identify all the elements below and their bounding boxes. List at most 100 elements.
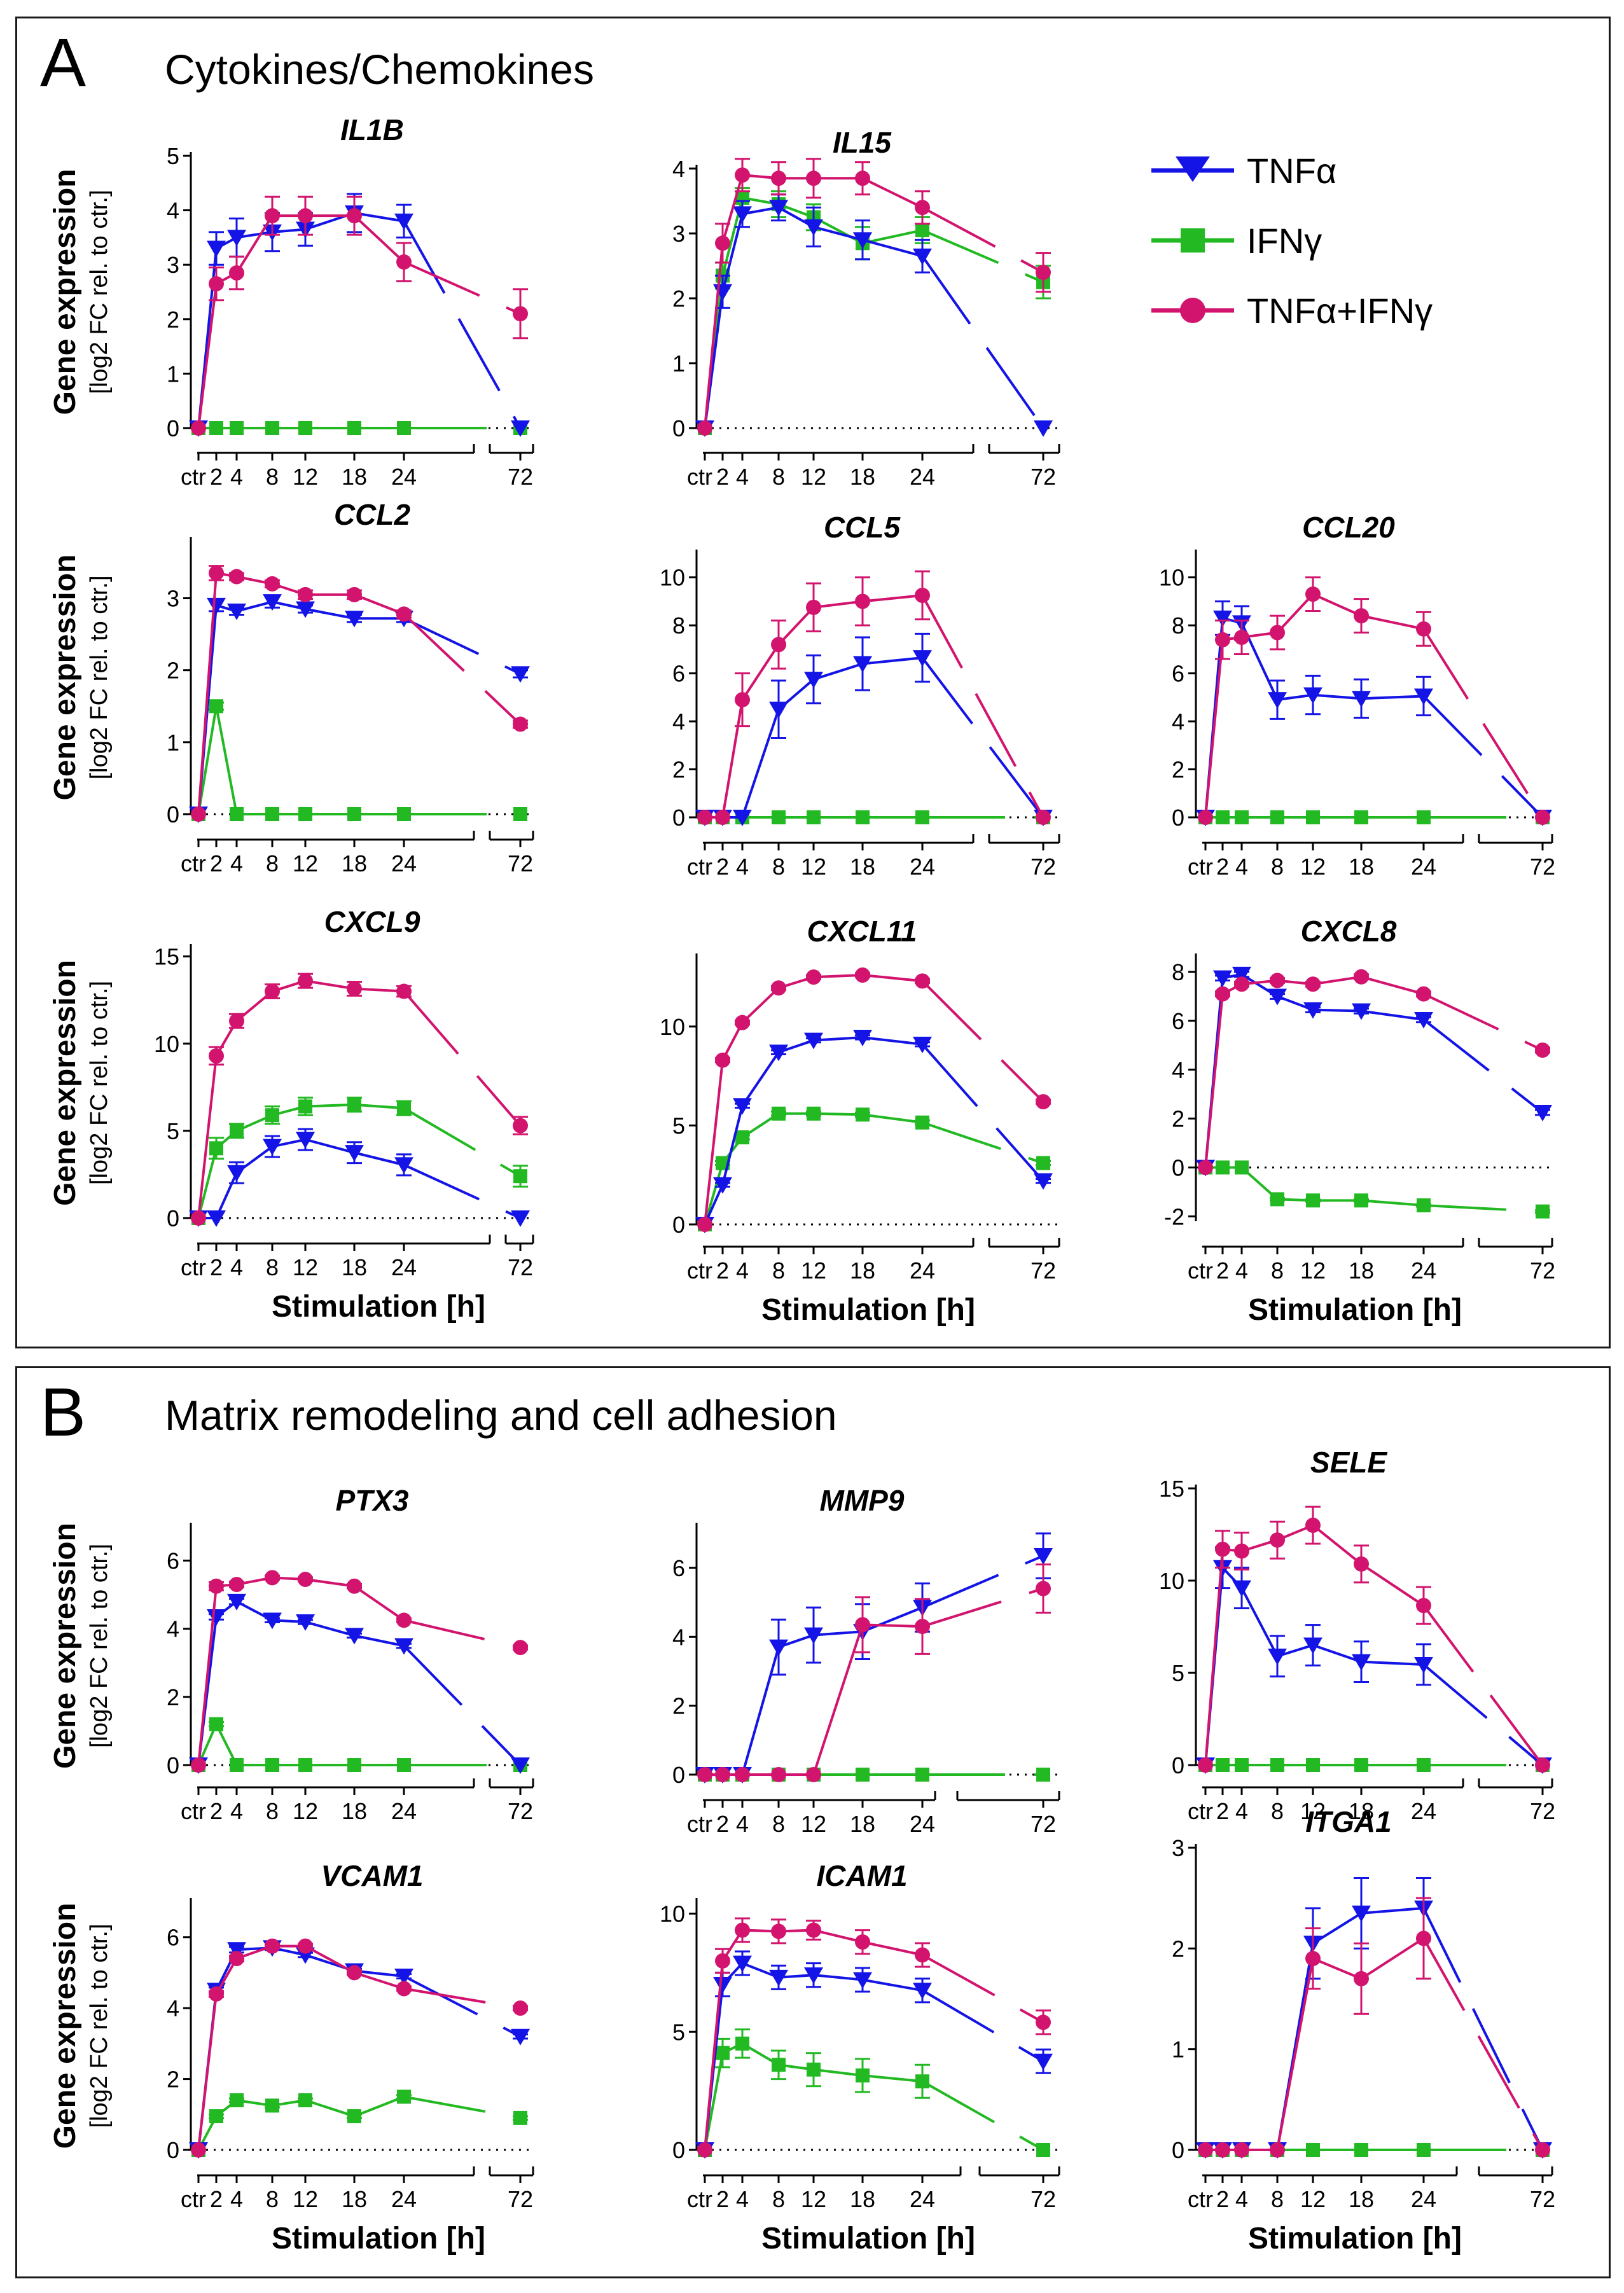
series-line-break — [403, 990, 522, 1126]
data-point — [347, 1097, 361, 1112]
data-point — [697, 1767, 712, 1782]
data-point — [804, 219, 823, 236]
series-ifng — [191, 2089, 528, 2157]
data-point — [1270, 2142, 1285, 2158]
data-point — [397, 421, 411, 435]
y-tick-label: 15 — [1159, 1476, 1184, 1502]
data-point — [1414, 1656, 1433, 1673]
data-point — [713, 1177, 732, 1194]
series-combo — [191, 195, 528, 436]
y-tick-label: 4 — [672, 709, 685, 735]
x-tick-label: 4 — [1235, 854, 1248, 880]
data-point — [1303, 1637, 1322, 1654]
data-point — [1034, 2053, 1053, 2070]
data-point — [915, 973, 930, 989]
data-point — [735, 1767, 750, 1782]
data-point — [733, 1098, 752, 1115]
series-tnfa — [189, 193, 530, 437]
data-point — [1268, 988, 1287, 1006]
y-tick-label: 4 — [167, 1995, 179, 2021]
data-point — [716, 2046, 730, 2060]
data-point — [209, 1048, 224, 1063]
legend: TNFα IFNγ TNFα+IFNγ — [1145, 146, 1501, 356]
chart-title: CCL5 — [824, 511, 901, 544]
data-point — [697, 1217, 712, 1232]
y-tick-label: 0 — [672, 1212, 685, 1238]
data-point — [735, 1015, 750, 1030]
x-tick-label: 4 — [1235, 2186, 1248, 2212]
x-tick-label: 2 — [716, 1257, 729, 1284]
data-point — [1268, 692, 1287, 709]
x-tick-label: ctr — [181, 2186, 206, 2212]
data-point — [513, 716, 528, 732]
data-point — [1234, 976, 1249, 992]
y-tick-label: 0 — [672, 2137, 685, 2163]
series-line-break — [921, 656, 1044, 819]
x-tick-label: 2 — [210, 2186, 223, 2212]
data-point — [230, 1123, 244, 1138]
data-point — [1234, 2142, 1249, 2158]
data-point — [298, 1938, 313, 1954]
data-point — [298, 807, 312, 821]
data-point — [1417, 2143, 1431, 2157]
y-tick-label: 10 — [1159, 565, 1184, 591]
data-point — [1235, 1160, 1249, 1175]
data-point — [1034, 1173, 1053, 1190]
data-point — [806, 170, 821, 186]
x-tick-label: 2 — [1216, 1798, 1229, 1824]
y-tick-label: 4 — [1172, 1057, 1184, 1083]
series-combo — [1198, 1897, 1550, 2158]
x-axis-label: Stimulation [h] — [272, 2222, 485, 2255]
panel-a-title: Cytokines/Chemokines — [165, 46, 594, 93]
series-tnfa — [189, 1593, 530, 1774]
x-tick-label: 24 — [910, 1257, 935, 1284]
data-point — [263, 1139, 282, 1156]
data-point — [347, 1965, 362, 1981]
chart-title: IL15 — [833, 126, 892, 159]
x-tick-label: 12 — [801, 1811, 826, 1837]
y-tick-label: 10 — [660, 1014, 685, 1040]
x-tick-label: 72 — [508, 2186, 533, 2212]
data-point — [1305, 586, 1321, 602]
series-line — [197, 600, 404, 815]
x-tick-label: 18 — [342, 850, 367, 876]
x-tick-label: 12 — [801, 1257, 826, 1284]
data-point — [1416, 621, 1431, 637]
y-tick-label: 4 — [167, 198, 179, 224]
chart-title: CXCL8 — [1301, 915, 1397, 948]
data-point — [1414, 688, 1433, 705]
data-point — [806, 1767, 821, 1782]
x-tick-label: 8 — [266, 464, 279, 490]
data-point — [1036, 1094, 1051, 1110]
data-point — [1215, 632, 1230, 648]
chart-title: MMP9 — [820, 1484, 905, 1517]
y-tick-label: 0 — [167, 415, 179, 441]
data-point — [296, 1132, 315, 1149]
x-tick-label: 72 — [1031, 464, 1056, 490]
data-point — [856, 810, 870, 824]
data-point — [1417, 810, 1431, 824]
series-tnfa — [1196, 1546, 1552, 1774]
x-tick-label: 8 — [772, 1257, 785, 1284]
series-line-break — [403, 1163, 521, 1219]
y-tick-label: 0 — [1172, 805, 1184, 831]
data-point — [511, 420, 530, 437]
series-line-break — [1422, 695, 1544, 819]
x-tick-label: 18 — [850, 854, 875, 880]
data-point — [804, 1627, 823, 1644]
series-line-break — [403, 1987, 521, 2010]
data-point — [394, 1969, 413, 1985]
x-tick-label: 72 — [1031, 854, 1056, 880]
y-tick-label: 15 — [154, 944, 179, 970]
series-line-break — [403, 613, 522, 726]
x-tick-label: ctr — [687, 464, 712, 490]
series-line-break — [403, 1107, 522, 1177]
y-tick-label: 6 — [672, 1555, 685, 1581]
x-axis-label: Stimulation [h] — [272, 1290, 485, 1324]
data-point — [209, 421, 223, 435]
data-point — [1216, 810, 1230, 824]
data-point — [265, 1570, 280, 1586]
x-tick-label: 8 — [266, 850, 279, 876]
